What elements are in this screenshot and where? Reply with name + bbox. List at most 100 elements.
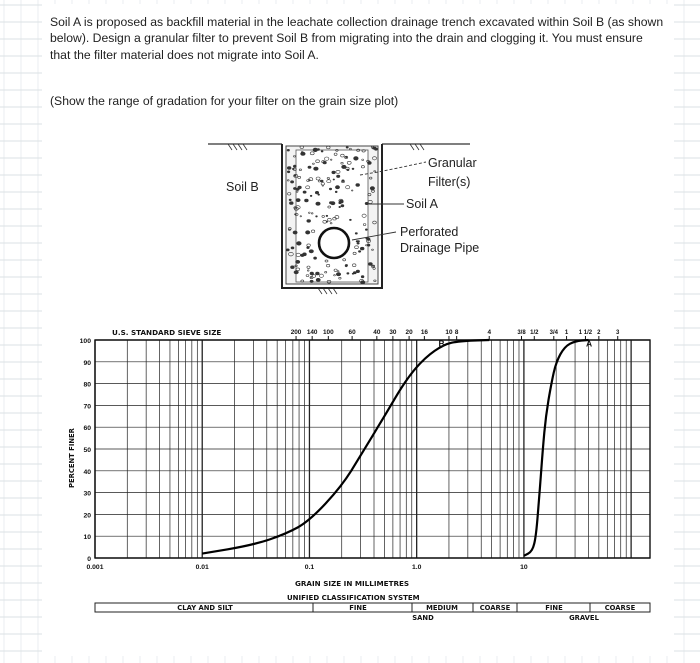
gravel-grain <box>306 265 311 269</box>
gravel-grain <box>353 156 359 161</box>
x-tick-label: 0.1 <box>305 564 315 571</box>
gravel-grain <box>317 193 320 196</box>
sand-label: SAND <box>412 614 434 622</box>
gravel-grain <box>345 146 349 149</box>
gravel-grain <box>325 220 329 223</box>
soil-b-label: Soil B <box>226 180 259 194</box>
gravel-grain <box>367 161 372 165</box>
gravel-grain <box>365 239 371 243</box>
gravel-grain <box>360 275 365 279</box>
sieve-label: 140 <box>307 329 318 336</box>
gravel-grain <box>314 191 319 195</box>
drainage-pipe <box>317 226 351 260</box>
gravel-grain <box>315 277 321 282</box>
gravel-grain <box>287 227 292 231</box>
y-tick-label: 80 <box>83 382 91 389</box>
gravel-grain <box>351 272 355 275</box>
y-tick-label: 90 <box>83 360 91 367</box>
gravel-grain <box>308 249 314 254</box>
gravel-grain <box>374 147 378 151</box>
gravel-grain <box>287 170 291 174</box>
gravel-grain <box>338 277 342 280</box>
gravel-grain <box>309 271 314 276</box>
gravel-grain <box>290 246 295 250</box>
gravel-grain <box>293 155 296 158</box>
sieve-label: 100 <box>323 329 334 336</box>
gravel-grain <box>320 179 324 183</box>
y-tick-label: 30 <box>83 491 91 498</box>
sieve-label: 20 <box>406 329 414 336</box>
gravel-grain <box>354 232 358 235</box>
sieve-fraction-label: 3/8 <box>517 330 526 336</box>
y-tick-label: 10 <box>83 534 91 541</box>
gravel-grain <box>318 273 324 278</box>
gravel-grain <box>315 176 321 181</box>
gravel-grain <box>328 187 332 191</box>
gravel-grain <box>294 264 298 267</box>
gravel-grain <box>299 215 302 218</box>
gravel-grain <box>329 201 333 205</box>
x-tick-label: 0.01 <box>196 564 209 571</box>
gravel-grain <box>295 267 300 271</box>
gravel-grain <box>358 250 362 253</box>
gravel-grain <box>351 189 354 192</box>
gravel-grain <box>309 279 314 283</box>
gravel-grain <box>327 218 332 222</box>
gravel-grain <box>330 158 333 161</box>
gravel-grain <box>302 252 307 257</box>
pipe-label-2: Drainage Pipe <box>400 241 479 255</box>
gravel-grain <box>326 145 331 150</box>
sieve-label: 4 <box>487 329 491 336</box>
gravel-grain <box>335 272 341 277</box>
gravel-grain <box>288 252 294 257</box>
gradation-curve-b <box>202 338 490 555</box>
gravel-grain <box>321 215 325 218</box>
gravel-grain <box>286 179 290 182</box>
gravel-grain <box>352 251 357 255</box>
gravel-grain <box>329 222 333 225</box>
curve-label-a: A <box>586 339 592 349</box>
sieve-fraction-label: 1 <box>565 330 569 336</box>
y-tick-label: 70 <box>83 403 91 410</box>
gravel-grain <box>325 214 329 217</box>
gravel-grain <box>300 279 305 283</box>
gravel-grain <box>352 263 357 267</box>
sieve-fraction-label: 2 <box>597 330 601 336</box>
gravel-grain <box>369 186 375 191</box>
gravel-coarse-label: COARSE <box>605 604 636 612</box>
gravel-grain <box>357 240 360 243</box>
gravel-grain <box>315 215 318 218</box>
gravel-grain <box>345 156 348 159</box>
clay-silt-label: CLAY AND SILT <box>177 604 233 612</box>
x-axis-label: GRAIN SIZE IN MILLIMETRES <box>295 579 409 588</box>
gravel-grain <box>293 206 297 210</box>
gravel-grain <box>373 170 377 173</box>
gravel-grain <box>326 177 330 180</box>
sieve-label: 40 <box>373 329 381 336</box>
gravel-grain <box>304 198 309 203</box>
gravel-grain <box>336 174 341 178</box>
chart-labels: 0 10 20 30 40 50 60 70 80 90 100 0.001 0.01 0.1 1.0 10 2… <box>80 329 620 571</box>
gravel-grain <box>326 280 332 284</box>
gravel-grain <box>373 279 377 282</box>
gravel-grain <box>366 243 371 247</box>
gravel-grain <box>345 185 351 190</box>
gravel-grain <box>320 182 325 186</box>
gravel-grain <box>285 248 290 252</box>
gravel-grain <box>364 228 368 231</box>
x-tick-label: 10 <box>520 564 528 571</box>
gravel-grain <box>335 149 339 152</box>
gravel-grain <box>340 162 344 165</box>
gravel-grain <box>349 147 352 151</box>
gravel-grain <box>371 265 375 268</box>
gravel-grain <box>369 176 373 180</box>
gravel-grain <box>309 276 314 280</box>
gravel-grain <box>286 149 290 152</box>
y-tick-label: 60 <box>83 425 91 432</box>
gravel-grain <box>331 170 336 175</box>
gravel-grain <box>293 270 299 275</box>
sand-coarse-label: COARSE <box>480 604 511 612</box>
gravel-grain <box>292 230 298 235</box>
